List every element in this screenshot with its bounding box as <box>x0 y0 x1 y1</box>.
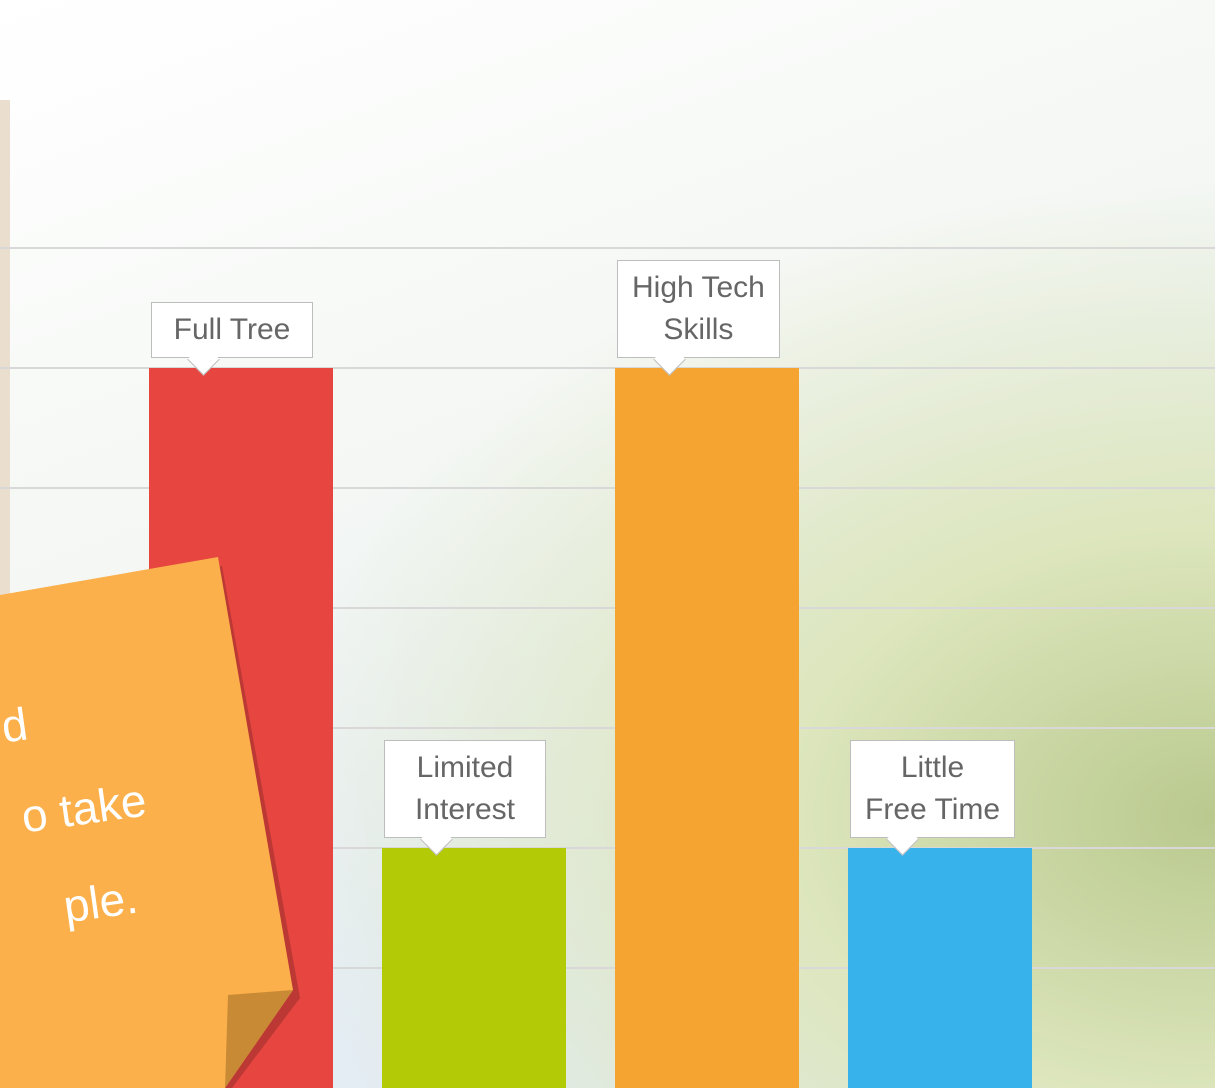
note-text: ple. <box>60 870 141 934</box>
bar-label: Limited Interest <box>384 740 546 838</box>
bar <box>382 848 566 1088</box>
bar <box>848 848 1032 1088</box>
bar-label: High Tech Skills <box>617 260 780 358</box>
slide: (() => { const data = JSON.parse(documen… <box>0 0 1215 1088</box>
bar-label: Full Tree <box>151 302 313 358</box>
chart <box>0 0 1215 1088</box>
bar-label: Little Free Time <box>850 740 1015 838</box>
bar <box>615 368 799 1088</box>
